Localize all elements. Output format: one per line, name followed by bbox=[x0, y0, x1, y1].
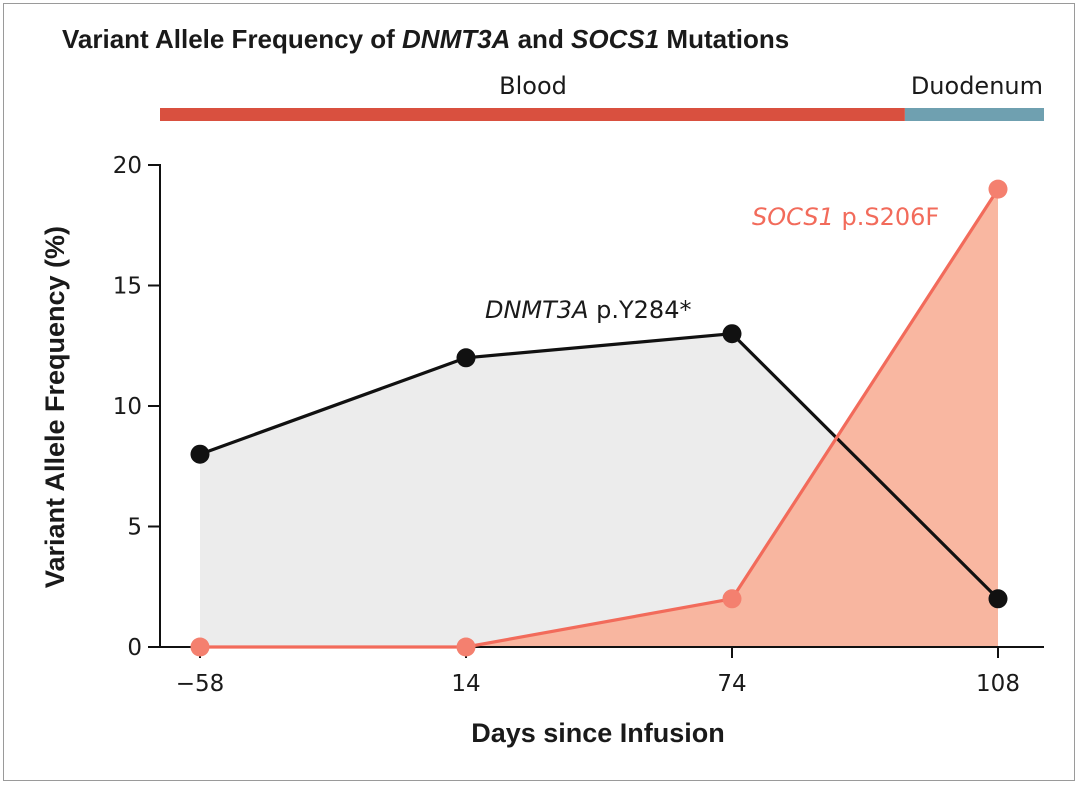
title-part-1: DNMT3A bbox=[402, 24, 510, 54]
x-tick-label-1: 14 bbox=[451, 671, 480, 697]
series-label-1: SOCS1 p.S206F bbox=[752, 203, 939, 231]
series-lines bbox=[199, 188, 1000, 649]
series-0-point-0 bbox=[190, 444, 210, 464]
title-part-0: Variant Allele Frequency of bbox=[62, 24, 402, 54]
segment-label-blood: Blood bbox=[499, 72, 567, 100]
x-tick-label-0: −58 bbox=[176, 671, 225, 697]
title-part-2: and bbox=[510, 24, 571, 54]
segment-bar-duodenum bbox=[904, 108, 1044, 121]
y-axis-label: Variant Allele Frequency (%) bbox=[40, 226, 70, 588]
axes: 0 5 10 15 20 −58 14 74 108 bbox=[113, 153, 1044, 697]
series-fill-1 bbox=[200, 189, 998, 647]
x-axis-label: Days since Infusion bbox=[471, 718, 725, 748]
y-tick-label-0: 0 bbox=[127, 635, 142, 661]
series-1-point-3 bbox=[988, 179, 1008, 199]
chart-title: Variant Allele Frequency of DNMT3A and S… bbox=[62, 24, 789, 54]
x-tick-label-3: 108 bbox=[976, 671, 1020, 697]
series-1-point-1 bbox=[456, 637, 476, 657]
y-tick-label-20: 20 bbox=[113, 153, 142, 179]
series-labels: DNMT3A p.Y284* SOCS1 p.S206F bbox=[485, 203, 939, 324]
series-line-1 bbox=[200, 188, 1000, 649]
series-label-0-part-0: DNMT3A bbox=[485, 296, 589, 324]
title-part-3: SOCS1 bbox=[571, 24, 659, 54]
y-tick-label-5: 5 bbox=[127, 515, 142, 541]
x-tick-label-2: 74 bbox=[717, 671, 746, 697]
series-label-0-part-1: p.Y284* bbox=[589, 296, 692, 324]
series-1-point-2 bbox=[722, 589, 742, 609]
title-part-4: Mutations bbox=[659, 24, 789, 54]
series-0-point-2 bbox=[722, 324, 742, 344]
series-fills bbox=[200, 189, 998, 647]
series-label-0: DNMT3A p.Y284* bbox=[485, 296, 691, 324]
sample-segments: Blood Duodenum bbox=[160, 72, 1044, 121]
y-tick-label-10: 10 bbox=[113, 394, 142, 420]
series-line-0 bbox=[199, 332, 1000, 600]
series-label-1-part-1: p.S206F bbox=[834, 203, 939, 231]
segment-label-duodenum: Duodenum bbox=[911, 72, 1043, 100]
segment-bar-blood bbox=[160, 108, 905, 121]
series-markers bbox=[190, 179, 1008, 657]
series-1-point-0 bbox=[190, 637, 210, 657]
series-0-point-3 bbox=[988, 589, 1008, 609]
y-tick-label-15: 15 bbox=[113, 274, 142, 300]
series-0-point-1 bbox=[456, 348, 476, 368]
series-label-1-part-0: SOCS1 bbox=[752, 203, 834, 231]
